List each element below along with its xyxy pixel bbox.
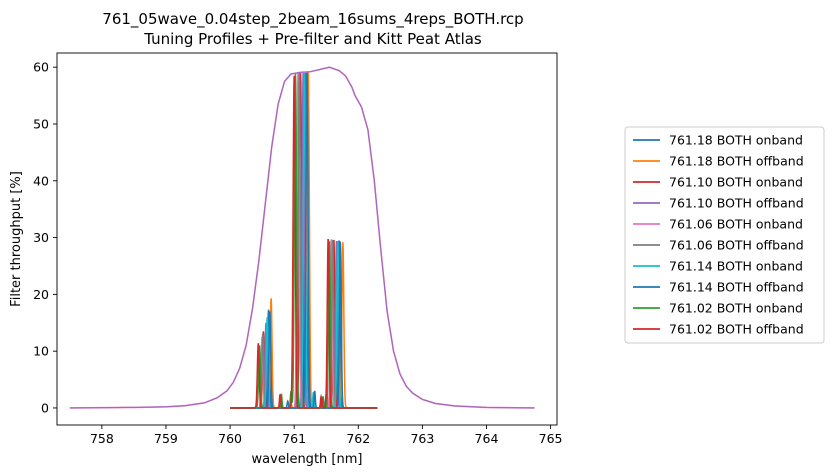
legend-label: 761.14 BOTH offband [669,280,804,295]
x-tick-label: 759 [154,431,178,446]
legend-label: 761.14 BOTH onband [669,259,803,274]
y-tick-label: 0 [41,400,49,415]
legend: 761.18 BOTH onband 761.18 BOTH offband 761… [624,126,825,344]
x-tick-label: 764 [475,431,499,446]
plot-series [69,66,535,409]
x-tick-label: 763 [410,431,434,446]
legend-label: 761.06 BOTH offband [669,238,804,253]
x-tick-label: 765 [539,431,563,446]
y-axis-ticks: 0 10 20 30 40 50 60 [33,60,57,415]
x-tick-label: 762 [346,431,370,446]
legend-label: 761.02 BOTH offband [669,322,804,337]
legend-label: 761.02 BOTH onband [669,301,803,316]
legend-label: 761.18 BOTH offband [669,154,804,169]
legend-box [624,126,825,344]
y-tick-label: 30 [33,230,49,245]
y-tick-label: 40 [33,173,49,188]
x-tick-label: 760 [218,431,242,446]
legend-entries: 761.18 BOTH onband 761.18 BOTH offband 761… [633,133,804,337]
axes-frame [56,52,558,426]
y-tick-label: 10 [33,344,49,359]
series-line [230,75,378,409]
y-tick-label: 60 [33,60,49,75]
x-axis-ticks: 758 759 760 761 762 763 764 765 [90,425,563,446]
chart-subtitle: Tuning Profiles + Pre-filter and Kitt Pe… [143,30,482,48]
legend-label: 761.10 BOTH onband [669,175,803,190]
y-tick-label: 50 [33,116,49,131]
x-tick-label: 758 [90,431,114,446]
y-tick-label: 20 [33,287,49,302]
x-tick-label: 761 [282,431,306,446]
legend-label: 761.10 BOTH offband [669,196,804,211]
chart-title: 761_05wave_0.04step_2beam_16sums_4reps_B… [102,10,523,29]
legend-label: 761.06 BOTH onband [669,217,803,232]
y-axis-label: Filter throughput [%] [9,171,24,307]
legend-label: 761.18 BOTH onband [669,133,803,148]
prefilter-line [69,66,535,409]
x-axis-label: wavelength [nm] [252,452,363,467]
